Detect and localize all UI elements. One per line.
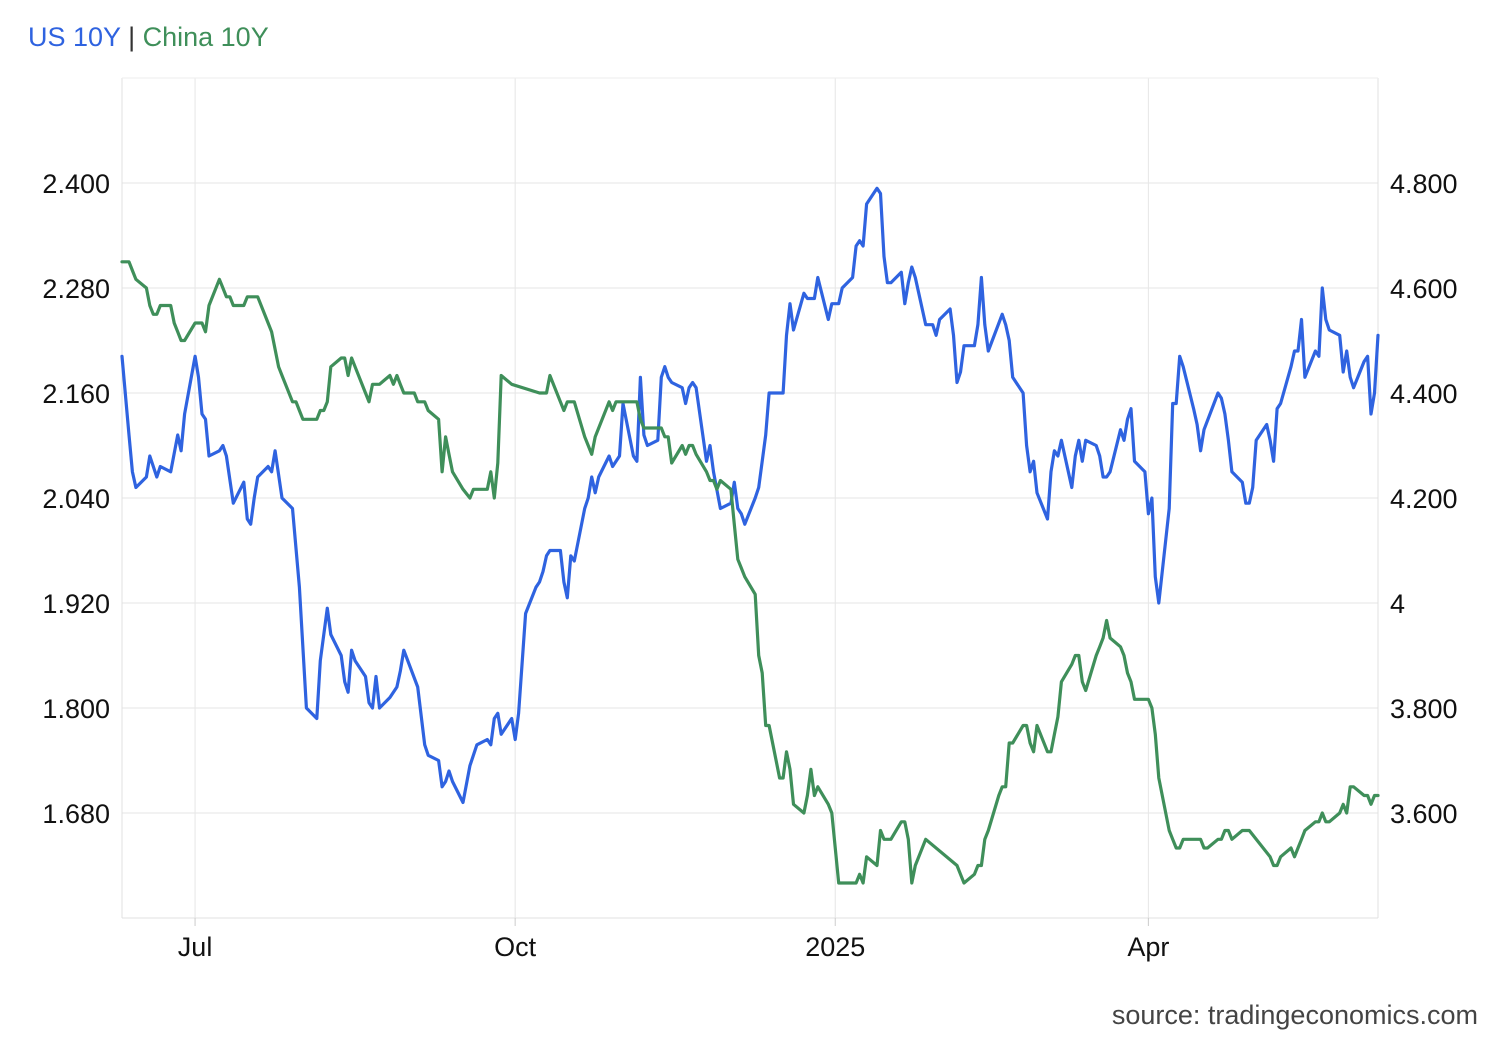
series-line-china-10y[interactable] <box>120 260 1380 885</box>
y-left-tick-label-0: 1.680 <box>42 799 110 829</box>
x-tick-label-0: Jul <box>178 932 213 962</box>
y-left-tick-label-1: 1.800 <box>42 694 110 724</box>
chart-axes: Jul Oct 2025 Apr 1.680 1.800 1.920 2.040 2.160 2.… <box>42 169 1457 962</box>
y-right-tick-label-3: 4.200 <box>1390 484 1458 514</box>
y-right-tick-label-0: 3.600 <box>1390 799 1458 829</box>
y-left-tick-label-3: 2.040 <box>42 484 110 514</box>
y-left-tick-label-4: 2.160 <box>42 379 110 409</box>
source-credit[interactable]: source: tradingeconomics.com <box>1111 1000 1478 1030</box>
y-left-tick-label-5: 2.280 <box>42 274 110 304</box>
legend-us-10y[interactable]: US 10Y <box>28 22 121 52</box>
chart-grid <box>121 77 1379 919</box>
y-right-tick-label-5: 4.600 <box>1390 274 1458 304</box>
y-left-tick-label-6: 2.400 <box>42 169 110 199</box>
y-right-tick-label-1: 3.800 <box>1390 694 1458 724</box>
y-right-tick-label-4: 4.400 <box>1390 379 1458 409</box>
x-tick-label-1: Oct <box>494 932 537 962</box>
y-right-tick-label-6: 4.800 <box>1390 169 1458 199</box>
series-line-us-10y[interactable] <box>120 186 1380 805</box>
x-tick-label-2: 2025 <box>805 932 865 962</box>
chart-legend: US 10Y | China 10Y <box>28 22 269 53</box>
legend-china-10y[interactable]: China 10Y <box>142 22 269 52</box>
legend-separator: | <box>128 22 136 52</box>
y-right-tick-label-2: 4 <box>1390 589 1405 619</box>
chart-series <box>120 186 1380 885</box>
y-left-tick-label-2: 1.920 <box>42 589 110 619</box>
x-tick-label-3: Apr <box>1127 932 1169 962</box>
